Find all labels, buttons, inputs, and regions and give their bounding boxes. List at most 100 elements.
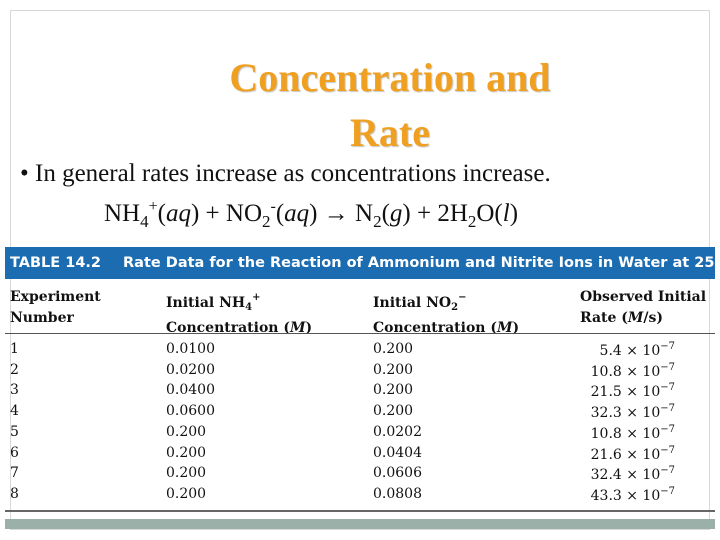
cell: 21.5 × 10−7 [591, 382, 675, 400]
equation-part: + [148, 198, 158, 215]
header-text: M [289, 320, 306, 336]
equation-part: ) + NO [190, 200, 263, 227]
header-text: M [627, 310, 644, 326]
rate: 21.6 × 10 [590, 446, 661, 463]
header-text: − [458, 292, 467, 303]
table: TABLE 14.2 Rate Data for the Reaction of … [5, 247, 720, 515]
equation-part: 2 [467, 212, 477, 231]
cell: 1 [10, 341, 19, 357]
cell: 6 [10, 444, 19, 461]
cell: 0.200 [166, 465, 207, 482]
rate: 32.4 × 10 [590, 467, 661, 484]
cell: 0.200 [166, 444, 207, 461]
cell: 5.4 × 10−7 [600, 341, 675, 359]
cell: 0.0202 [373, 423, 422, 440]
header-text: Concentration ( [166, 320, 290, 336]
rate: 21.5 × 10 [590, 384, 661, 401]
cell: 0.200 [373, 361, 414, 378]
title: Rate [350, 110, 430, 155]
equation-part: 2 [262, 212, 271, 231]
cell: 0.0404 [373, 444, 422, 461]
rate-exponent: −7 [660, 444, 675, 456]
equation-part: ( [275, 200, 285, 227]
equation-part: g [389, 200, 403, 227]
equation-part: - [270, 198, 276, 215]
cell: 4 [10, 403, 19, 420]
equation-part: NH [104, 200, 141, 227]
header: Initial NH4+ Concentration (M) [166, 287, 312, 339]
rate-exponent: −7 [660, 465, 675, 477]
cell: 0.0600 [166, 403, 215, 420]
cell: 21.6 × 10−7 [591, 445, 675, 463]
title: Concentration and [229, 55, 551, 100]
equation-part: O( [476, 200, 503, 227]
caption-text: Rate Data for the Reaction of Ammonium a… [123, 255, 720, 271]
rate: 5.4 × 10 [599, 343, 661, 359]
header-text: 4 [245, 302, 253, 313]
equation: NH4+(aq) + NO2-(aq) → N2(g) + 2H2O(l) [104, 198, 518, 232]
cell: 32.3 × 10−7 [591, 403, 675, 421]
bullet-text: In general rates increase as concentrati… [35, 160, 551, 187]
equation-part: ( [157, 200, 166, 227]
footer-bar [5, 519, 715, 529]
rate-exponent: −7 [660, 361, 675, 373]
rate-exponent: −7 [660, 382, 675, 394]
cell: 7 [10, 465, 19, 482]
header: Observed Initial Rate (M/s) [580, 287, 706, 329]
cell: 0.0808 [373, 485, 422, 502]
header-text: + [252, 292, 261, 303]
cell: 0.0100 [166, 341, 215, 357]
header-text: Initial NO [373, 295, 452, 311]
header: Initial NO2− Concentration (M) [373, 287, 519, 339]
table-number: TABLE 14.2 [10, 255, 102, 271]
rate: 32.3 × 10 [590, 405, 661, 422]
rule [5, 510, 715, 512]
cell: 0.0606 [373, 465, 422, 482]
cell: 8 [10, 485, 19, 502]
equation-part: ) [509, 200, 519, 227]
header-text: Observed Initial [580, 289, 707, 305]
cell: 5 [10, 423, 19, 440]
header-text: Initial NH [166, 295, 246, 311]
cell: 2 [10, 361, 19, 378]
rate: 10.8 × 10 [590, 363, 661, 380]
header-text: ) [305, 320, 313, 336]
cell: 0.200 [166, 423, 207, 440]
equation-part: aq [165, 200, 191, 227]
rate-exponent: −7 [660, 403, 675, 415]
rate-exponent: −7 [660, 423, 675, 435]
cell: 0.0400 [166, 382, 215, 399]
cell: 0.0200 [166, 361, 215, 378]
cell: 10.8 × 10−7 [591, 424, 675, 442]
cell: 0.200 [166, 485, 207, 502]
header-text: 2 [451, 302, 459, 313]
equation-part: ) + 2H [402, 200, 468, 227]
bullet: • In general rates increase as concentra… [20, 160, 551, 187]
header-text: ) [512, 320, 520, 336]
cell: 3 [10, 382, 19, 399]
cell: 0.200 [373, 341, 414, 357]
cell: 43.3 × 10−7 [591, 486, 675, 504]
header-text: /s) [643, 310, 664, 326]
header-text: Rate ( [580, 310, 628, 326]
equation-part: l [502, 200, 510, 227]
table-caption: TABLE 14.2 Rate Data for the Reaction of … [5, 247, 720, 279]
equation-part: ) → N [309, 200, 374, 227]
equation-part: 2 [373, 212, 382, 231]
header: Experiment Number [10, 287, 101, 329]
equation-part: aq [284, 200, 310, 227]
header-text: Number [10, 310, 74, 326]
header-text: Concentration ( [373, 320, 497, 336]
rate: 10.8 × 10 [590, 425, 661, 442]
rule [5, 333, 715, 334]
header-text: M [496, 320, 513, 336]
cell: 10.8 × 10−7 [591, 362, 675, 380]
rate: 43.3 × 10 [590, 487, 661, 504]
rate-exponent: −7 [660, 341, 675, 352]
cell: 0.200 [373, 403, 414, 420]
cell: 32.4 × 10−7 [591, 465, 675, 483]
rate-exponent: −7 [660, 485, 675, 497]
header-text: Experiment [10, 289, 101, 305]
equation-part: 4 [140, 212, 149, 231]
